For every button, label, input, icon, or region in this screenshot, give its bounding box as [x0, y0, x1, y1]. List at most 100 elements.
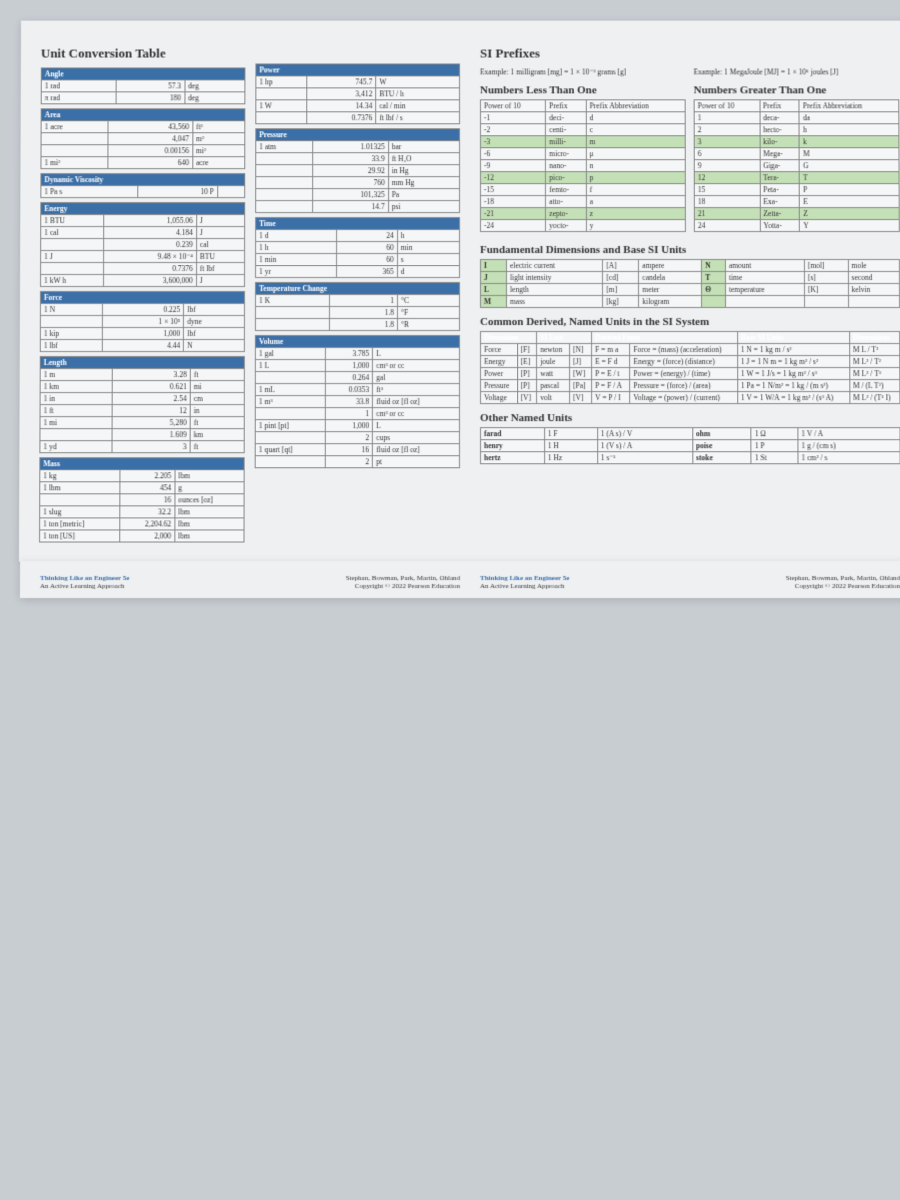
- other-cell: 1 H: [544, 440, 597, 452]
- table-cell: μ: [586, 148, 685, 160]
- conv-cell: 9.48 × 10⁻⁴: [104, 251, 196, 263]
- conv-cell: [256, 201, 313, 213]
- conv-cell: [41, 133, 108, 145]
- table-cell: Yotta-: [760, 220, 800, 232]
- conversion-section-mass: Mass1 kg2.205lbm1 lbm454g16ounces [oz]1 …: [39, 457, 245, 542]
- common-cell: M L² / T³: [850, 368, 900, 380]
- common-cell: [W]: [570, 368, 592, 380]
- common-cell: [N]: [570, 344, 592, 356]
- conv-cell: lbm: [175, 530, 244, 542]
- conv-cell: ft lbf: [196, 263, 244, 275]
- fund-cell: ampere: [639, 260, 702, 272]
- conv-cell: 33.8: [325, 396, 372, 408]
- fund-cell: light intensity: [506, 272, 602, 284]
- conversion-section-dynamic-viscosity: Dynamic Viscosity1 Pa s10 P: [40, 173, 245, 198]
- table-cell: -24: [480, 220, 545, 232]
- conv-cell: 1: [325, 408, 372, 420]
- conv-cell: 0.239: [104, 239, 196, 251]
- fund-cell: I: [480, 260, 506, 272]
- common-cell: P = F / A: [592, 380, 630, 392]
- table-cell: -9: [480, 160, 545, 172]
- conv-cell: deg: [185, 80, 245, 92]
- table-cell: 24: [694, 220, 760, 232]
- table-cell: pico-: [546, 172, 586, 184]
- conv-cell: lbm: [175, 470, 244, 482]
- section-header: Area: [41, 109, 245, 121]
- conv-cell: 640: [108, 157, 192, 169]
- conv-cell: [41, 239, 104, 251]
- conv-cell: 3.28: [113, 369, 191, 381]
- conv-cell: 1 d: [256, 230, 337, 242]
- common-cell: M L / T²: [850, 344, 900, 356]
- conv-cell: fluid oz [fl oz]: [373, 396, 460, 408]
- other-cell: 1 (V s) / A: [597, 440, 692, 452]
- other-cell: 1 (A s) / V: [597, 428, 692, 440]
- conv-cell: 1 quart [qt]: [255, 444, 325, 456]
- conv-cell: 43,560: [108, 121, 192, 133]
- conv-cell: 1 hp: [256, 76, 307, 88]
- conv-cell: [40, 429, 112, 441]
- conv-cell: [256, 153, 313, 165]
- common-cell: Power: [481, 368, 518, 380]
- table-cell: 15: [694, 184, 759, 196]
- conv-cell: ft H₂O: [388, 153, 459, 165]
- common-cell: Energy: [481, 356, 518, 368]
- conv-cell: 32.2: [120, 506, 175, 518]
- table-cell: yocto-: [546, 220, 586, 232]
- conv-cell: 745.7: [306, 76, 375, 88]
- conv-cell: mm Hg: [388, 177, 459, 189]
- conv-cell: N: [184, 340, 245, 352]
- conv-cell: acre: [192, 157, 244, 169]
- conv-cell: BTU: [196, 251, 244, 263]
- conv-cell: cups: [373, 432, 460, 444]
- more-title: Numbers Greater Than One: [694, 84, 900, 96]
- conv-cell: 1 mL: [255, 384, 325, 396]
- conv-cell: 1 K: [255, 294, 329, 306]
- conv-cell: 1 km: [40, 381, 112, 393]
- fund-cell: kelvin: [848, 284, 899, 296]
- conv-cell: in: [190, 405, 244, 417]
- common-cell: Voltage = (power) / (current): [630, 392, 738, 404]
- table-cell: centi-: [546, 124, 586, 136]
- table-cell: Z: [800, 208, 900, 220]
- conv-cell: [255, 408, 325, 420]
- conv-cell: 1 ton [US]: [40, 530, 120, 542]
- table-cell: m: [586, 136, 685, 148]
- fund-cell: T: [702, 272, 726, 284]
- conv-cell: 2,204.62: [120, 518, 175, 530]
- footer-left: Thinking Like an Engineer 5e An Active L…: [40, 574, 460, 590]
- other-cell: 1 Ω: [751, 428, 798, 440]
- conv-cell: 1 m³: [255, 396, 325, 408]
- conv-cell: fluid oz [fl oz]: [373, 444, 460, 456]
- conv-cell: deg: [185, 92, 245, 104]
- fund-cell: [804, 295, 848, 307]
- section-header: Time: [256, 218, 460, 230]
- conv-cell: 1.8: [330, 319, 398, 331]
- conv-cell: 1,000: [325, 420, 372, 432]
- conv-cell: L: [373, 348, 460, 360]
- conversion-section-power: Power1 hp745.7W3,412BTU / h1 W14.34cal /…: [255, 63, 460, 124]
- conversion-section-volume: Volume1 gal3.785L1 L1,000cm³ or cc0.264g…: [255, 335, 460, 468]
- conv-cell: 4.184: [104, 227, 196, 239]
- conv-cell: 1 W: [256, 100, 307, 112]
- conv-cell: 3.785: [325, 348, 372, 360]
- conv-cell: [256, 165, 313, 177]
- other-cell: 1 s⁻¹: [597, 452, 692, 464]
- common-cell: 1 W = 1 J/s = 1 kg m² / s³: [737, 368, 849, 380]
- section-header: Mass: [40, 458, 244, 470]
- conv-cell: [255, 306, 329, 318]
- fundamental-table: Ielectric current[A]ampereNamount[mol]mo…: [480, 259, 900, 308]
- section-header: Length: [40, 357, 244, 369]
- conv-cell: 1 ton [metric]: [40, 518, 120, 530]
- conv-cell: π rad: [41, 92, 116, 104]
- table-cell: 1: [694, 112, 759, 124]
- conv-cell: 1 kip: [40, 328, 102, 340]
- fund-cell: [mol]: [804, 260, 848, 272]
- conv-cell: 1 lbm: [40, 482, 120, 494]
- fund-cell: [702, 295, 726, 307]
- fund-cell: candela: [639, 272, 702, 284]
- conv-cell: [40, 494, 120, 506]
- conv-cell: 1.01325: [313, 141, 388, 153]
- table-cell: -2: [480, 124, 545, 136]
- conv-cell: 14.7: [313, 201, 388, 213]
